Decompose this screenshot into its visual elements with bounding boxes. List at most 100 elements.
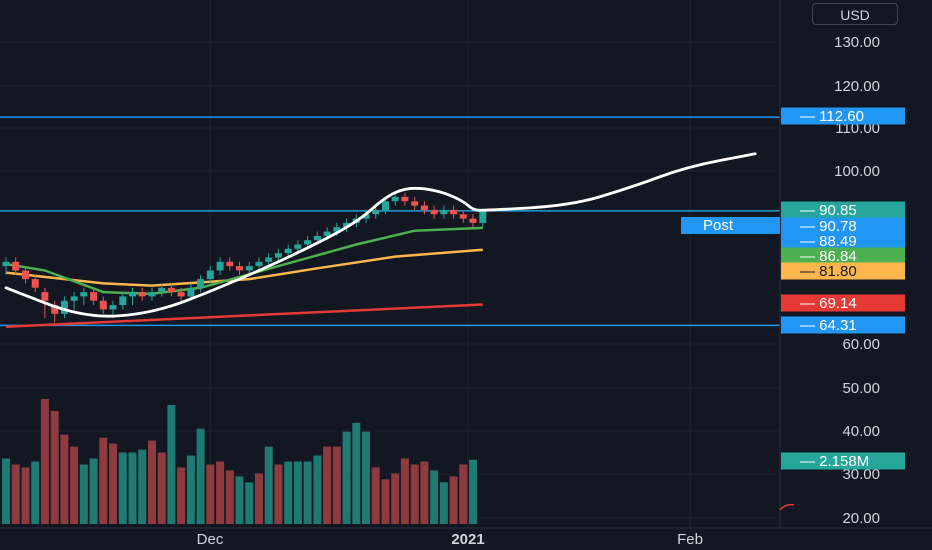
volume-bar <box>410 464 419 524</box>
candle-body <box>313 235 321 241</box>
candle-body <box>90 292 98 301</box>
time-axis-label: 2021 <box>451 531 484 548</box>
volume-bar <box>459 464 468 524</box>
volume-bar <box>303 461 312 524</box>
candle <box>158 283 166 297</box>
candle <box>459 209 467 223</box>
candle <box>420 201 428 215</box>
volume-bar <box>79 464 88 524</box>
candle <box>148 287 156 301</box>
price-badge: — 64.31 <box>781 316 905 334</box>
corner-circle-icon[interactable] <box>779 503 795 511</box>
candle-body <box>236 266 243 271</box>
volume-bar <box>206 464 215 524</box>
price-badge-label: — 112.60 <box>800 108 864 125</box>
horizontal-lines[interactable] <box>0 116 780 327</box>
price-badge-label: — 90.78 <box>800 218 857 235</box>
candle <box>430 205 438 219</box>
price-tick-label: 50.00 <box>842 380 880 397</box>
candle-body <box>187 287 195 297</box>
volume-bar <box>21 467 30 524</box>
volume-bar <box>400 458 409 524</box>
candle-body <box>420 205 428 210</box>
drawing-path[interactable] <box>4 152 757 318</box>
candle <box>372 205 380 219</box>
candle-body <box>148 292 156 297</box>
price-badge-label: — 69.14 <box>800 295 857 312</box>
price-badge-label: — 2.158M <box>800 453 869 470</box>
candle <box>119 292 127 310</box>
time-axis[interactable]: Dec 2021 Feb <box>0 527 932 548</box>
volume-bar <box>362 431 370 524</box>
candle <box>51 300 59 323</box>
candle <box>90 287 98 306</box>
candle-body <box>70 296 78 301</box>
candle-body <box>80 292 88 297</box>
candle <box>265 253 273 267</box>
price-badge-label: — 90.85 <box>800 202 857 219</box>
candle <box>479 209 487 228</box>
candle-body <box>372 209 380 215</box>
volume-bar <box>109 443 117 524</box>
price-badge-label: — 81.80 <box>800 263 857 280</box>
candle <box>197 274 205 293</box>
price-badge: — 90.78 <box>781 217 905 235</box>
price-badge-background <box>781 232 905 250</box>
candle <box>391 192 399 206</box>
candle <box>226 257 234 271</box>
drawing-curve[interactable] <box>4 152 757 318</box>
candle-body <box>479 210 487 223</box>
volume-bar <box>177 467 186 524</box>
price-badge: — 112.60 <box>781 107 905 125</box>
candle-body <box>2 261 10 267</box>
candle <box>80 287 88 306</box>
candle <box>236 261 243 275</box>
price-badge-background <box>781 294 905 312</box>
candle-body <box>430 209 438 215</box>
volume-bar <box>255 473 263 524</box>
candle <box>60 296 68 319</box>
candle <box>411 196 419 210</box>
price-tick-label: 40.00 <box>842 423 880 440</box>
time-axis-label: Feb <box>677 531 703 548</box>
price-badge-background <box>781 201 905 219</box>
volume-bar <box>2 458 10 524</box>
candle-body <box>382 201 389 210</box>
price-badge-background <box>781 316 905 334</box>
candle-body <box>265 257 273 262</box>
volume-bar <box>293 461 302 524</box>
volume-bar <box>225 470 234 524</box>
candle <box>99 296 107 314</box>
volume-bar <box>264 446 273 524</box>
post-label-background <box>681 217 780 234</box>
volume-bar <box>157 452 166 524</box>
volume-bar <box>469 459 477 524</box>
candle-body <box>22 270 29 280</box>
price-badge: — 2.158M <box>781 452 905 470</box>
volume-bar <box>11 464 20 524</box>
candle <box>206 266 214 284</box>
candle-body <box>391 196 399 202</box>
price-badge: — 88.49 <box>781 232 905 250</box>
price-badges: — 112.60 — 90.85— 90.78— 88.49— 86.84— 81… <box>681 107 905 470</box>
candle-body <box>274 253 282 258</box>
volume-bar <box>70 446 79 524</box>
candle-body <box>343 222 351 228</box>
grid <box>0 0 780 528</box>
candle <box>440 205 448 219</box>
currency-button[interactable]: USD <box>812 3 898 25</box>
candle <box>274 248 282 262</box>
volume-bar <box>235 476 244 524</box>
candle-body <box>206 270 214 280</box>
candle-body <box>31 279 39 288</box>
candle-body <box>177 292 185 297</box>
candle-body <box>304 240 312 245</box>
candle-body <box>167 287 175 293</box>
price-badge-label: — 88.49 <box>800 233 857 250</box>
candle-body <box>294 244 302 249</box>
candle <box>284 244 292 258</box>
candle-body <box>99 300 107 310</box>
post-label: Post <box>681 217 780 234</box>
price-tick-label: 60.00 <box>842 336 880 353</box>
